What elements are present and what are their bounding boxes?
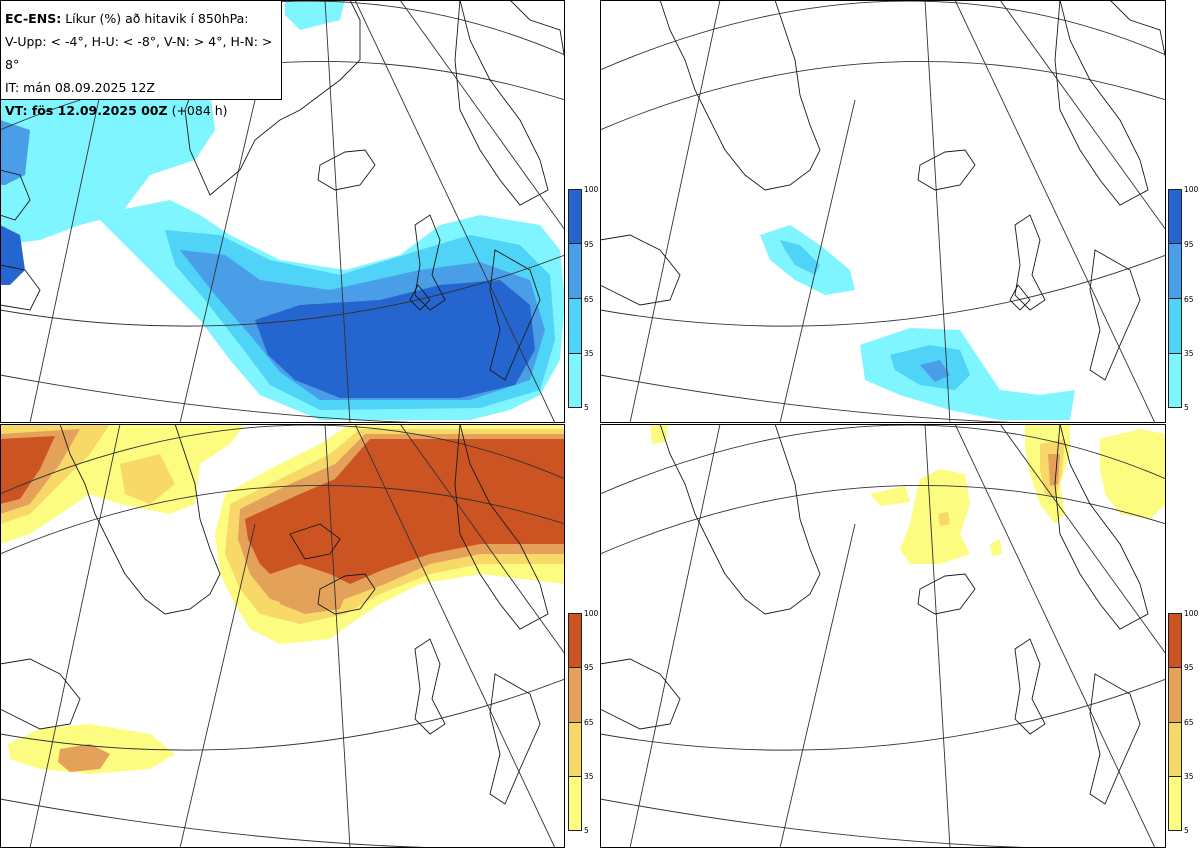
colorbar-tick: 65 [584,295,594,304]
colorbar-tick: 95 [584,240,594,249]
colorbar-tick: 35 [1184,349,1194,358]
colorbar-tick: 95 [584,663,594,672]
map-panel-warm-8 [600,424,1166,848]
valid-time-line: VT: fös 12.09.2025 00Z (+084 h) [5,103,228,118]
probability-field-warm [0,424,565,774]
title-line: EC-ENS: Líkur (%) að hitavik í 850hPa: [5,11,249,26]
colorbar-tick: 35 [584,772,594,781]
thresholds-line: V-Upp: < -4°, H-U: < -8°, V-N: > 4°, H-N… [5,34,273,72]
map-canvas [0,424,565,848]
colorbar-tick: 35 [584,349,594,358]
colorbar-tick: 5 [584,826,589,835]
init-time-line: IT: mán 08.09.2025 12Z [5,80,155,95]
colorbar-tick: 95 [1184,663,1194,672]
probability-field-cold [760,225,1075,420]
map-panel-cold-4: EC-ENS: Líkur (%) að hitavik í 850hPa: V… [0,0,565,423]
colorbar-tick: 65 [1184,295,1194,304]
colorbar-tick: 5 [584,403,589,412]
graticule-lines [600,424,1166,848]
graticule-lines [600,0,1166,423]
colorbar-tick: 100 [584,609,599,618]
probability-field-cold [0,0,565,420]
colorbar-tick: 5 [1184,403,1189,412]
coastlines [0,424,549,805]
graticule-lines [0,0,565,423]
colorbar-tick: 65 [1184,718,1194,727]
map-canvas [600,424,1166,848]
colorbar-tick: 100 [584,185,599,194]
colorbar-tick: 100 [1184,185,1199,194]
coastlines [600,424,1149,805]
colorbar-tick: 100 [1184,609,1199,618]
colorbar-cold [568,189,582,408]
colorbar-warm [568,613,582,831]
colorbar-tick: 35 [1184,772,1194,781]
coastlines [600,0,1166,381]
map-panel-cold-8 [600,0,1166,423]
probability-field-warm [650,424,1166,564]
colorbar-tick: 65 [584,718,594,727]
map-canvas [600,0,1166,423]
graticule-lines [0,424,565,848]
colorbar-cold [1168,189,1182,408]
colorbar-warm [1168,613,1182,831]
colorbar-tick: 95 [1184,240,1194,249]
map-panel-warm-4 [0,424,565,848]
info-box: EC-ENS: Líkur (%) að hitavik í 850hPa: V… [0,0,282,118]
colorbar-tick: 5 [1184,826,1189,835]
